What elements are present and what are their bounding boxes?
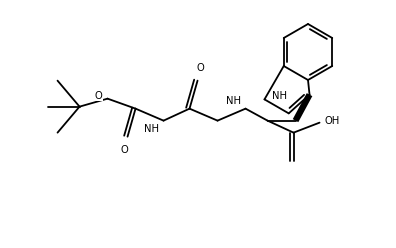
Text: O: O: [197, 63, 204, 73]
Text: O: O: [121, 145, 128, 155]
Text: O: O: [95, 91, 103, 101]
Text: OH: OH: [325, 116, 340, 126]
Text: NH: NH: [143, 124, 158, 134]
Text: NH: NH: [226, 96, 240, 106]
Text: NH: NH: [272, 91, 287, 101]
